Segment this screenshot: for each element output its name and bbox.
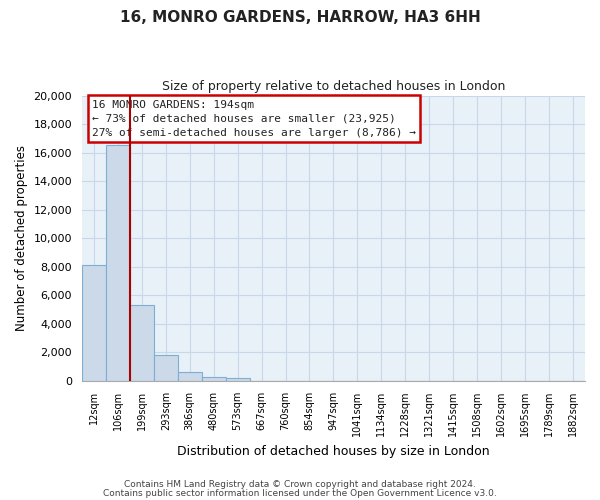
Text: 16 MONRO GARDENS: 194sqm
← 73% of detached houses are smaller (23,925)
27% of se: 16 MONRO GARDENS: 194sqm ← 73% of detach… [92,100,416,138]
Text: Contains HM Land Registry data © Crown copyright and database right 2024.: Contains HM Land Registry data © Crown c… [124,480,476,489]
Bar [154,356,178,381]
Bar [106,146,130,381]
Bar [130,306,154,381]
X-axis label: Distribution of detached houses by size in London: Distribution of detached houses by size … [177,444,490,458]
Bar [226,378,250,381]
Text: 16, MONRO GARDENS, HARROW, HA3 6HH: 16, MONRO GARDENS, HARROW, HA3 6HH [119,10,481,25]
Bar [202,376,226,381]
Bar [178,372,202,381]
Title: Size of property relative to detached houses in London: Size of property relative to detached ho… [162,80,505,93]
Y-axis label: Number of detached properties: Number of detached properties [15,145,28,331]
Bar [82,266,106,381]
Text: Contains public sector information licensed under the Open Government Licence v3: Contains public sector information licen… [103,488,497,498]
